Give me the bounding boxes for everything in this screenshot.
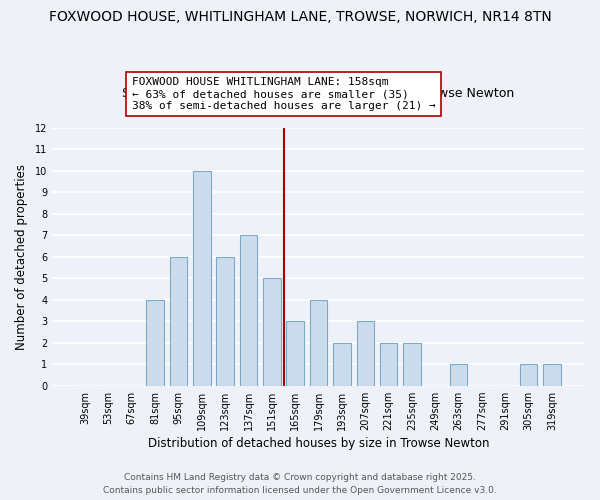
Bar: [403, 342, 421, 386]
Bar: [520, 364, 538, 386]
Bar: [217, 257, 234, 386]
Bar: [310, 300, 328, 386]
Text: FOXWOOD HOUSE WHITLINGHAM LANE: 158sqm
← 63% of detached houses are smaller (35): FOXWOOD HOUSE WHITLINGHAM LANE: 158sqm ←…: [132, 78, 436, 110]
Bar: [543, 364, 561, 386]
Bar: [170, 257, 187, 386]
Bar: [240, 236, 257, 386]
Bar: [333, 342, 350, 386]
Bar: [356, 321, 374, 386]
Bar: [380, 342, 397, 386]
Y-axis label: Number of detached properties: Number of detached properties: [15, 164, 28, 350]
Bar: [263, 278, 281, 386]
Bar: [450, 364, 467, 386]
X-axis label: Distribution of detached houses by size in Trowse Newton: Distribution of detached houses by size …: [148, 437, 490, 450]
Text: Contains HM Land Registry data © Crown copyright and database right 2025.
Contai: Contains HM Land Registry data © Crown c…: [103, 473, 497, 495]
Title: Size of property relative to detached houses in Trowse Newton: Size of property relative to detached ho…: [122, 88, 515, 101]
Bar: [146, 300, 164, 386]
Text: FOXWOOD HOUSE, WHITLINGHAM LANE, TROWSE, NORWICH, NR14 8TN: FOXWOOD HOUSE, WHITLINGHAM LANE, TROWSE,…: [49, 10, 551, 24]
Bar: [286, 321, 304, 386]
Bar: [193, 171, 211, 386]
